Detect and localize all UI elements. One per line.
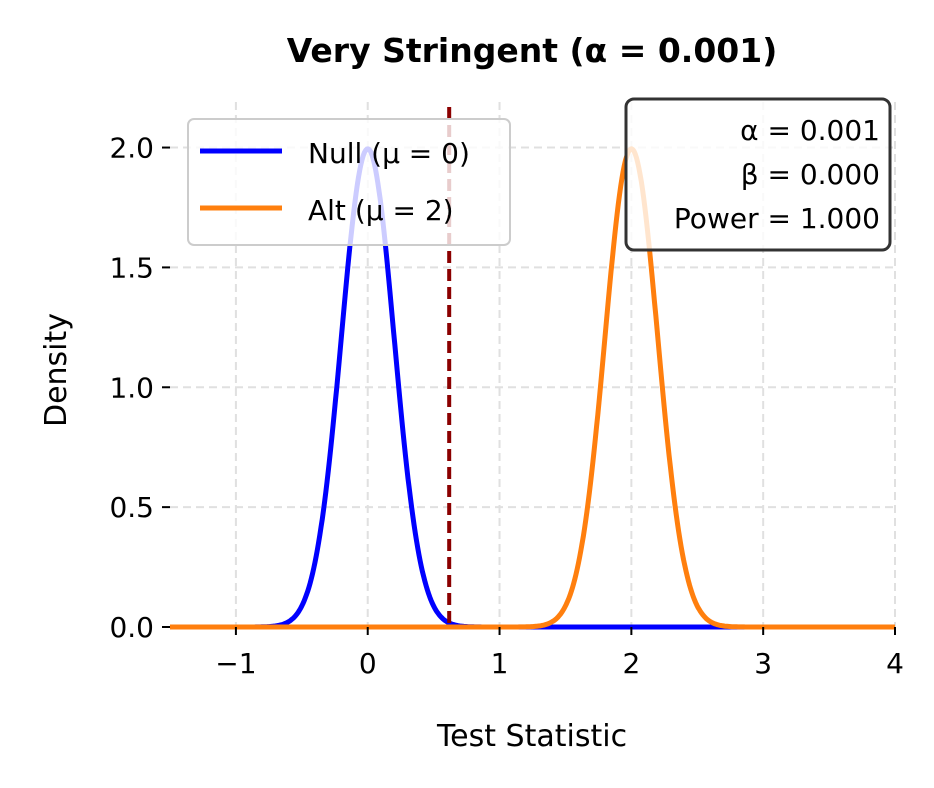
stats-box: α = 0.001 β = 0.000 Power = 1.000 — [624, 97, 892, 252]
x-tick-label: 0 — [359, 647, 377, 680]
stats-beta: β = 0.000 — [741, 158, 880, 191]
chart-title: Very Stringent (α = 0.001) — [287, 31, 778, 70]
stats-power: Power = 1.000 — [674, 202, 880, 235]
ticks: −1 0 1 2 3 4 0.0 0.5 1.0 1.5 2.0 — [109, 132, 903, 680]
x-tick-label: 4 — [886, 647, 904, 680]
alt-distribution-line — [168, 146, 897, 630]
legend-label-alt: Alt (μ = 2) — [308, 194, 454, 227]
y-tick-label: 0.0 — [109, 611, 154, 644]
legend: Null (μ = 0) Alt (μ = 2) — [187, 118, 511, 246]
x-tick-label: 1 — [491, 647, 509, 680]
y-tick-label: 2.0 — [109, 132, 154, 165]
x-tick-label: 3 — [754, 647, 772, 680]
x-tick-label: −1 — [215, 647, 256, 680]
x-tick-label: 2 — [622, 647, 640, 680]
y-tick-label: 1.5 — [109, 251, 154, 284]
y-tick-label: 1.0 — [109, 371, 154, 404]
curves — [168, 107, 897, 630]
y-tick-label: 0.5 — [109, 491, 154, 524]
stats-box-frame — [624, 97, 892, 252]
legend-label-null: Null (μ = 0) — [308, 137, 470, 170]
y-axis-label: Density — [39, 313, 74, 427]
x-axis-label: Test Statistic — [436, 719, 627, 754]
stats-alpha: α = 0.001 — [740, 114, 880, 147]
